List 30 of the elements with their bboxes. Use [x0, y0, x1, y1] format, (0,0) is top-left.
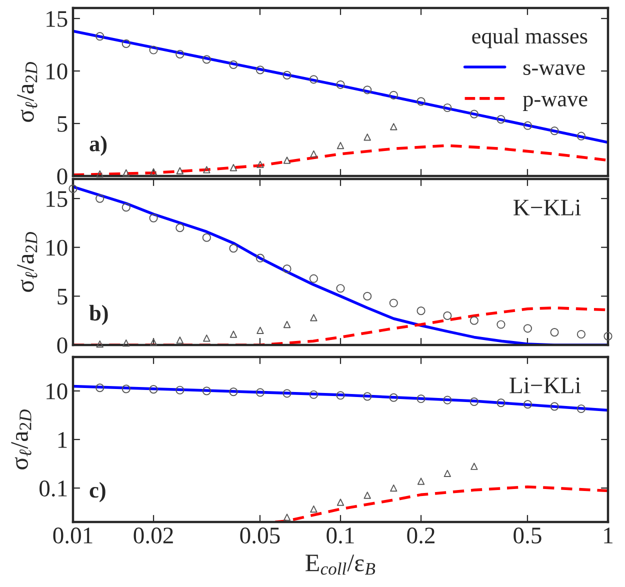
- y-axis-title: σ$_{ℓ}$/a$_{2D}$: [17, 232, 38, 292]
- y-tick-label: 0: [57, 337, 68, 354]
- x-axis-title: E$_{coll}$/ε$_{B}$: [306, 554, 376, 575]
- y-tick-label: 10: [46, 63, 68, 80]
- annotation: K−KLi: [514, 200, 581, 216]
- annotation: b): [89, 304, 108, 326]
- y-tick-label: 5: [58, 116, 68, 132]
- y-tick-label: 10: [46, 383, 68, 400]
- y-tick-label: 15: [46, 191, 68, 207]
- legend-label: s-wave: [524, 64, 585, 76]
- legend-title: equal masses: [472, 28, 588, 48]
- x-tick-label: 0.02: [134, 528, 173, 544]
- annotation: c): [90, 482, 106, 502]
- annotation: a): [90, 136, 107, 156]
- x-tick-label: 0.01: [53, 528, 92, 544]
- x-tick-label: 0.1: [326, 528, 354, 544]
- x-tick-label: 0.05: [240, 528, 280, 544]
- x-tick-label: 1: [604, 528, 612, 544]
- y-tick-label: 1: [58, 432, 67, 448]
- legend-label: p-wave: [522, 96, 588, 111]
- x-tick-label: 0.5: [514, 528, 542, 544]
- annotation: Li−KLi: [510, 378, 581, 394]
- y-tick-label: 0: [57, 168, 68, 184]
- y-tick-label: 15: [46, 11, 68, 27]
- y-tick-label: 10: [46, 240, 68, 256]
- y-tick-label: 5: [58, 288, 68, 305]
- x-tick-label: 0.2: [407, 528, 434, 544]
- y-axis-title: σ$_{ℓ}$/a$_{2D}$: [11, 409, 32, 470]
- y-tick-label: 0.1: [40, 480, 67, 497]
- y-axis-title: σ$_{ℓ}$/a$_{2D}$: [17, 62, 38, 122]
